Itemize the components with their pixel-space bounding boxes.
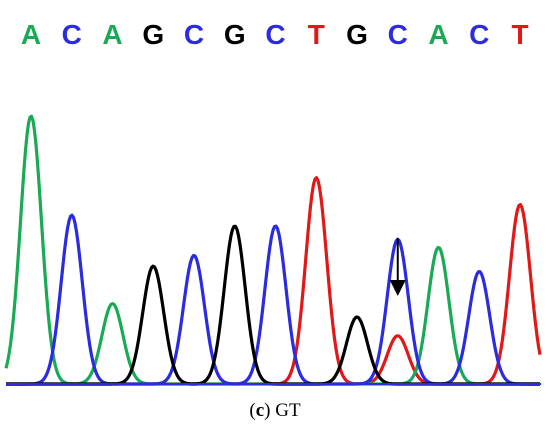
base-letter: C xyxy=(265,19,285,50)
base-letter: T xyxy=(511,19,528,50)
base-letter: C xyxy=(184,19,204,50)
chromatogram-traces xyxy=(4,114,542,386)
base-letter: A xyxy=(102,19,122,50)
base-letter: C xyxy=(62,19,82,50)
trace-T xyxy=(5,176,542,386)
arrow-head xyxy=(389,280,406,296)
base-letter: A xyxy=(21,19,41,50)
base-letter: C xyxy=(388,19,408,50)
base-letter: T xyxy=(308,19,325,50)
base-letter: C xyxy=(469,19,489,50)
base-letter: G xyxy=(142,19,164,50)
base-letter: G xyxy=(346,19,368,50)
arrow-annotation-icon xyxy=(389,238,406,296)
base-letter: A xyxy=(428,19,448,50)
figure-caption: (c) GT xyxy=(249,400,301,421)
base-letter: G xyxy=(224,19,246,50)
trace-A xyxy=(4,114,541,386)
trace-C xyxy=(5,213,541,386)
